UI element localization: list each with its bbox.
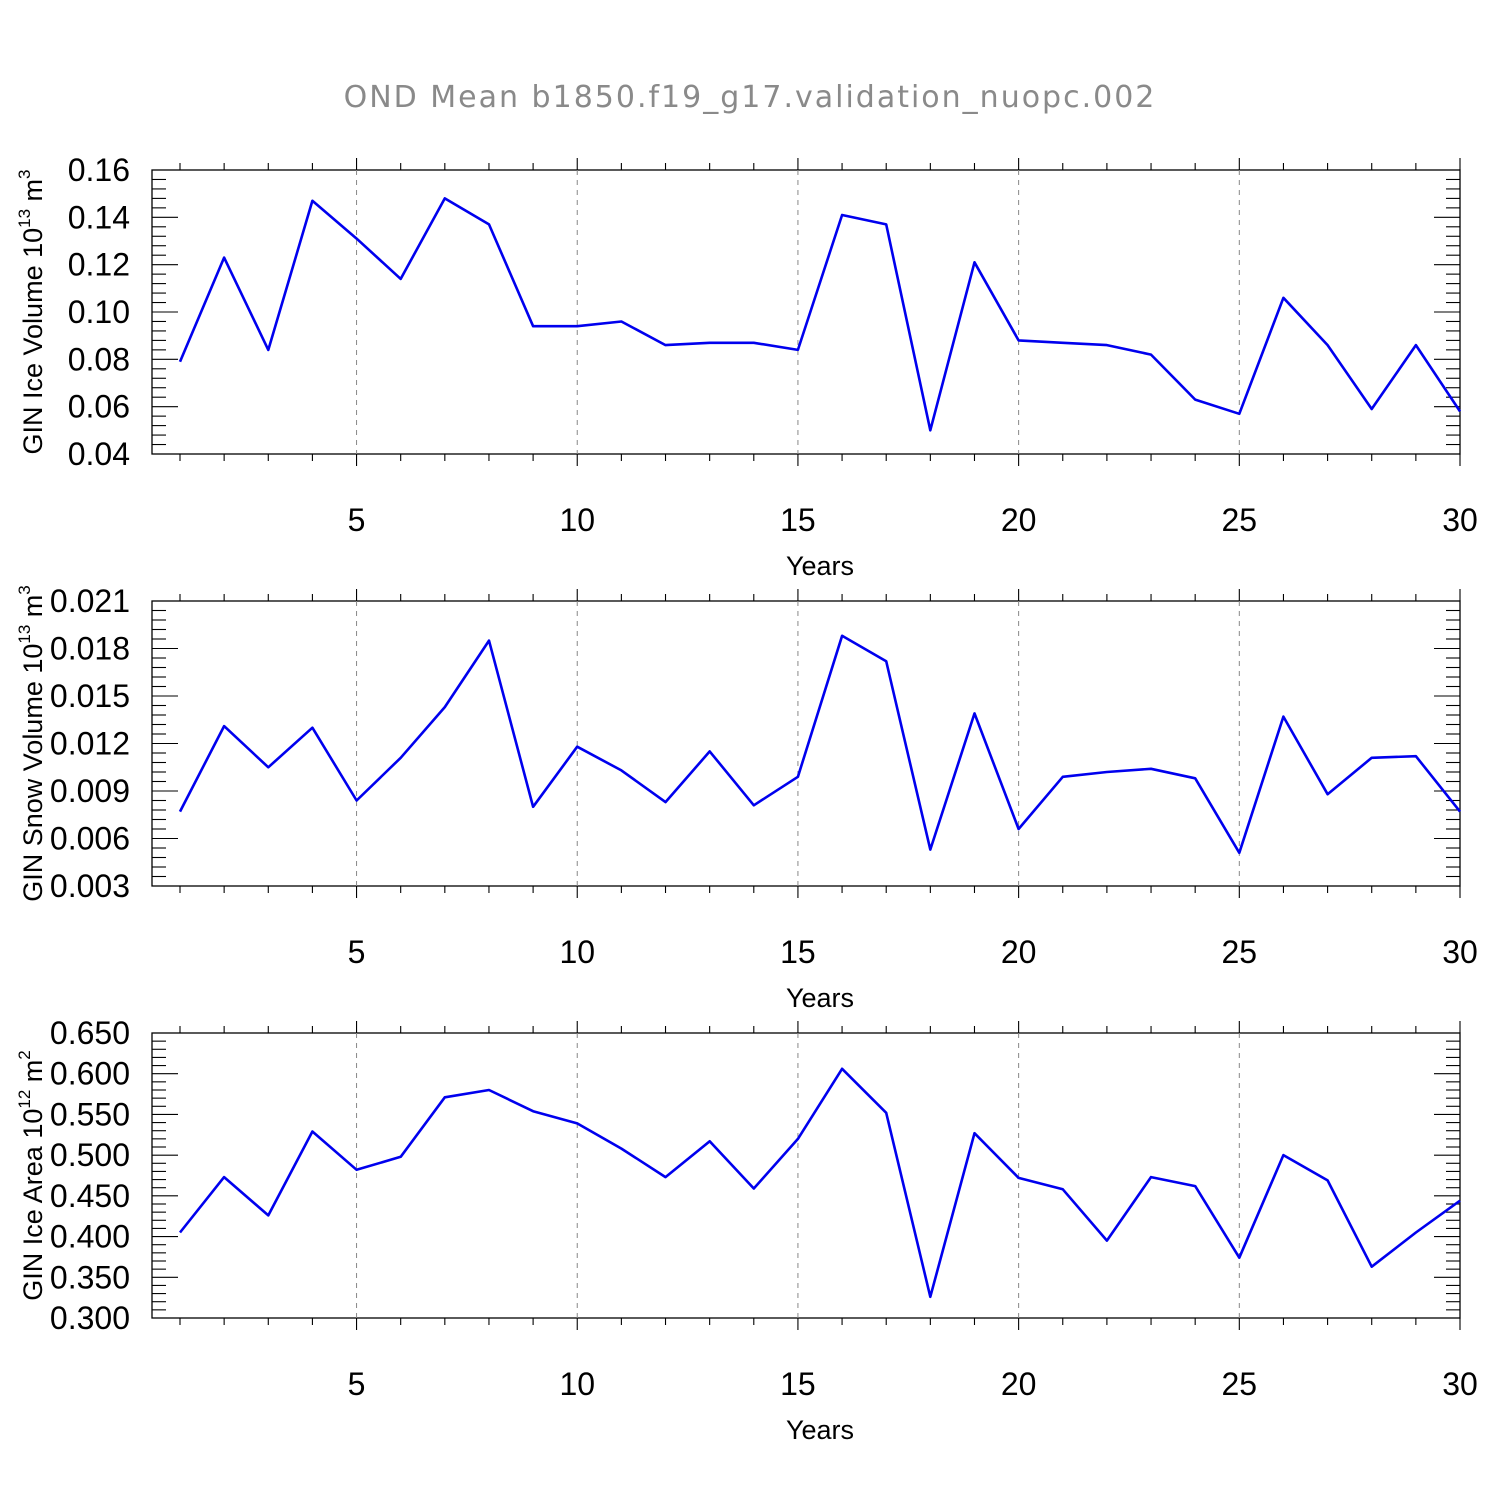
x-tick-label: 15	[780, 934, 816, 970]
y-tick-label: 0.06	[68, 389, 130, 425]
y-axis-title-unit: m	[18, 595, 48, 625]
y-axis-title-unit-exponent: 3	[15, 169, 34, 178]
x-tick-label: 10	[559, 502, 595, 538]
y-axis-title-unit: m	[18, 179, 48, 209]
x-tick-label: 10	[559, 1366, 595, 1402]
y-tick-label: 0.300	[50, 1300, 130, 1336]
y-axis-title: GIN Ice Area 1012 m2	[15, 1050, 48, 1301]
panel-ice-volume: 5 10 15 20 25 30 Years 0.04 0.06 0.08 0.10 0.12 0.14…	[15, 152, 1478, 581]
x-tick-label: 25	[1222, 502, 1258, 538]
y-tick-label: 0.500	[50, 1137, 130, 1173]
series-line	[178, 1067, 1461, 1299]
y-axis-title-exponent: 13	[15, 209, 34, 228]
y-tick-label: 0.015	[50, 678, 130, 714]
plot-frame	[151, 169, 1461, 455]
y-tick-label: 0.16	[68, 152, 130, 188]
plot-frame	[151, 1032, 1461, 1319]
y-tick-label: 0.009	[50, 773, 130, 809]
y-axis-title-exponent: 13	[15, 625, 34, 644]
y-tick-label: 0.400	[50, 1219, 130, 1255]
y-axis-title-text: GIN Ice Area 10	[18, 1109, 48, 1301]
y-axis-title: GIN Snow Volume 1013 m3	[15, 585, 48, 902]
y-tick-label: 0.006	[50, 821, 130, 857]
x-tick-label: 15	[780, 1366, 816, 1402]
x-axis-title: Years	[786, 983, 854, 1013]
x-tick-label: 20	[1001, 502, 1037, 538]
x-tick-label: 30	[1442, 502, 1478, 538]
series-line	[178, 634, 1462, 855]
y-tick-label: 0.650	[50, 1015, 130, 1051]
x-tick-label: 25	[1222, 934, 1258, 970]
plot-frame	[151, 600, 1461, 887]
y-tick-label: 0.08	[68, 341, 130, 377]
y-axis-title-unit-exponent: 2	[15, 1050, 34, 1059]
x-tick-label: 20	[1001, 1366, 1037, 1402]
x-axis-title: Years	[786, 1415, 854, 1445]
y-tick-label: 0.450	[50, 1178, 130, 1214]
x-tick-label: 5	[348, 934, 366, 970]
y-tick-label: 0.600	[50, 1056, 130, 1092]
y-tick-label: 0.012	[50, 726, 130, 762]
y-tick-label: 0.003	[50, 868, 130, 904]
y-tick-label: 0.10	[68, 294, 130, 330]
x-tick-label: 20	[1001, 934, 1037, 970]
panel-ice-area: 5 10 15 20 25 30 Years 0.300 0.350 0.400 0.450 0.50…	[15, 1015, 1478, 1445]
series-line	[178, 197, 1462, 432]
panel-snow-volume: 5 10 15 20 25 30 Years 0.003 0.006 0.009 0.012 0.01…	[15, 583, 1478, 1013]
y-tick-label: 0.021	[50, 583, 130, 619]
y-tick-label: 0.018	[50, 631, 130, 667]
y-tick-label: 0.14	[68, 199, 130, 235]
x-tick-label: 30	[1442, 1366, 1478, 1402]
y-axis-title-exponent: 12	[15, 1090, 34, 1109]
y-tick-label: 0.04	[68, 436, 130, 472]
x-axis-title: Years	[786, 551, 854, 581]
x-tick-label: 5	[348, 502, 366, 538]
x-tick-label: 25	[1222, 1366, 1258, 1402]
y-tick-label: 0.550	[50, 1096, 130, 1132]
y-axis-title-text: GIN Ice Volume 10	[18, 228, 48, 455]
y-axis-title-unit: m	[18, 1060, 48, 1090]
figure-title: OND Mean b1850.f19_g17.validation_nuopc.…	[344, 80, 1157, 115]
y-axis-title-text: GIN Snow Volume 10	[18, 644, 48, 902]
y-tick-label: 0.12	[68, 247, 130, 283]
y-tick-label: 0.350	[50, 1259, 130, 1295]
x-tick-label: 30	[1442, 934, 1478, 970]
x-tick-label: 5	[348, 1366, 366, 1402]
y-axis-title-unit-exponent: 3	[15, 585, 34, 594]
x-tick-label: 15	[780, 502, 816, 538]
y-axis-title: GIN Ice Volume 1013 m3	[15, 169, 48, 454]
x-tick-label: 10	[559, 934, 595, 970]
